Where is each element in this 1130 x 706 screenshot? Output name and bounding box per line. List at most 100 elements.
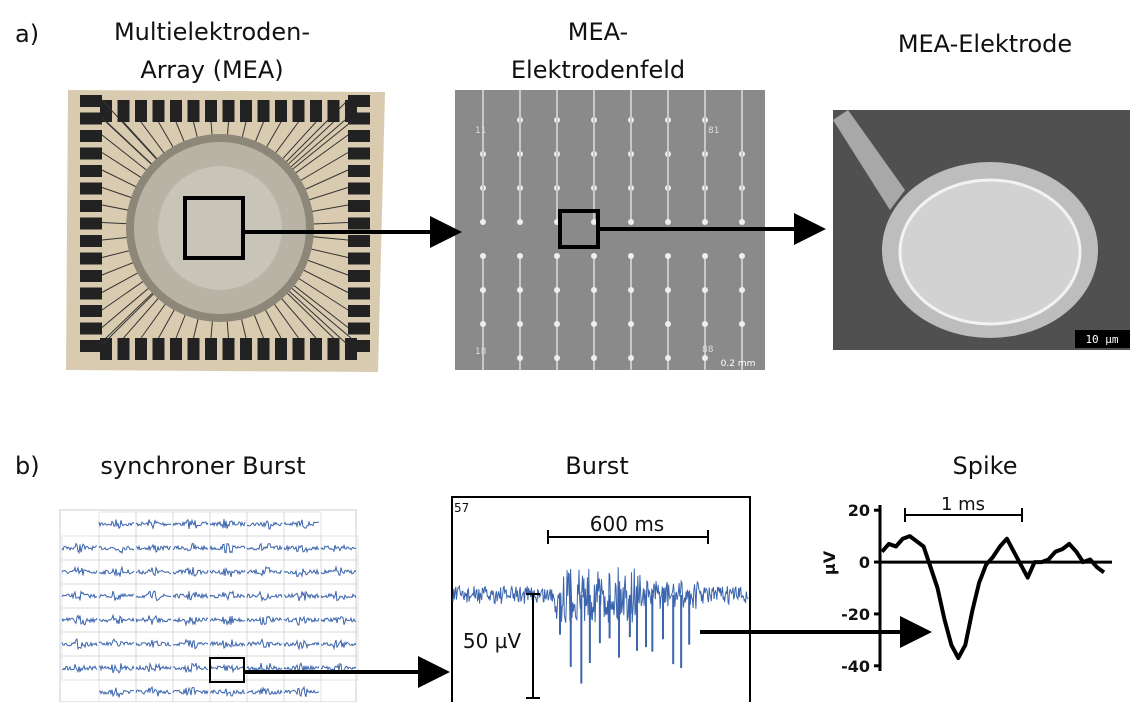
panel-label: b) <box>15 452 40 480</box>
electrode <box>702 219 708 225</box>
pad <box>80 288 102 300</box>
pad <box>80 95 102 107</box>
y-tick-label: 20 <box>848 501 870 520</box>
pad <box>153 100 165 122</box>
pad <box>80 235 102 247</box>
pad <box>348 148 370 160</box>
pad <box>328 338 340 360</box>
electrode <box>665 219 671 225</box>
electrode <box>591 355 597 361</box>
y-tick-label: 0 <box>859 553 870 572</box>
pad <box>240 100 252 122</box>
electrode <box>517 219 523 225</box>
pad <box>240 338 252 360</box>
pad <box>223 100 235 122</box>
pad <box>118 100 130 122</box>
spike-line <box>882 536 1104 658</box>
pad <box>80 200 102 212</box>
electrode <box>591 287 597 293</box>
pad <box>348 340 370 352</box>
pad <box>80 218 102 230</box>
pad <box>80 270 102 282</box>
electrode <box>480 253 486 259</box>
pad <box>80 305 102 317</box>
electrode <box>739 219 745 225</box>
pad <box>80 113 102 125</box>
electrode <box>517 253 523 259</box>
title: Spike <box>953 452 1018 480</box>
electrode <box>517 287 523 293</box>
pad <box>223 338 235 360</box>
pad <box>348 323 370 335</box>
pad <box>80 183 102 195</box>
electrode <box>554 253 560 259</box>
pad <box>205 100 217 122</box>
electrode <box>702 287 708 293</box>
pad <box>135 338 147 360</box>
title: Burst <box>565 452 628 480</box>
electrode <box>628 355 634 361</box>
title: Array (MEA) <box>140 56 283 84</box>
pad <box>348 288 370 300</box>
pad <box>310 338 322 360</box>
pad <box>293 100 305 122</box>
electrode <box>517 321 523 327</box>
pad <box>348 200 370 212</box>
title: synchroner Burst <box>100 452 305 480</box>
panel-label: a) <box>15 20 39 48</box>
pad <box>170 100 182 122</box>
pad <box>348 165 370 177</box>
electrode <box>628 321 634 327</box>
scale-label: 0.2 mm <box>721 359 756 369</box>
pad <box>258 338 270 360</box>
pad <box>80 148 102 160</box>
electrode <box>628 253 634 259</box>
pad <box>188 100 200 122</box>
pad <box>348 253 370 265</box>
electrode <box>702 321 708 327</box>
pad <box>153 338 165 360</box>
field-label: 88 <box>702 345 714 355</box>
electrode <box>665 287 671 293</box>
pad <box>348 218 370 230</box>
pad <box>135 100 147 122</box>
pad <box>80 340 102 352</box>
field-label: 11 <box>475 126 486 136</box>
pad <box>345 100 357 122</box>
electrode <box>702 355 708 361</box>
pad <box>80 130 102 142</box>
pad <box>293 338 305 360</box>
title: MEA- <box>568 18 628 46</box>
electrode <box>702 253 708 259</box>
pad <box>80 165 102 177</box>
electrode <box>628 219 634 225</box>
electrode <box>480 287 486 293</box>
title: Multielektroden- <box>114 18 310 46</box>
time-scale: 600 ms <box>590 512 664 536</box>
pad <box>275 100 287 122</box>
electrode <box>591 321 597 327</box>
scale-bar-label: 1 ms <box>941 494 985 515</box>
pad <box>275 338 287 360</box>
field-label: 81 <box>708 126 719 136</box>
y-tick-label: -20 <box>841 605 870 624</box>
scale-label: 10 µm <box>1085 333 1118 346</box>
pad <box>80 253 102 265</box>
pad <box>348 130 370 142</box>
pad <box>348 305 370 317</box>
channel-label: 57 <box>454 501 469 515</box>
pad <box>80 323 102 335</box>
electrode <box>591 253 597 259</box>
spike-chart: µV 1 ms 200-20-40 <box>820 494 1112 676</box>
pad <box>205 338 217 360</box>
pad <box>310 100 322 122</box>
pad <box>188 338 200 360</box>
electrode <box>554 355 560 361</box>
figure: a) Multielektroden- Array (MEA) MEA- Ele… <box>0 0 1130 702</box>
electrode <box>665 253 671 259</box>
pad <box>348 183 370 195</box>
field-label: 18 <box>475 347 487 357</box>
electrode <box>554 287 560 293</box>
electrode <box>665 355 671 361</box>
pad <box>348 235 370 247</box>
